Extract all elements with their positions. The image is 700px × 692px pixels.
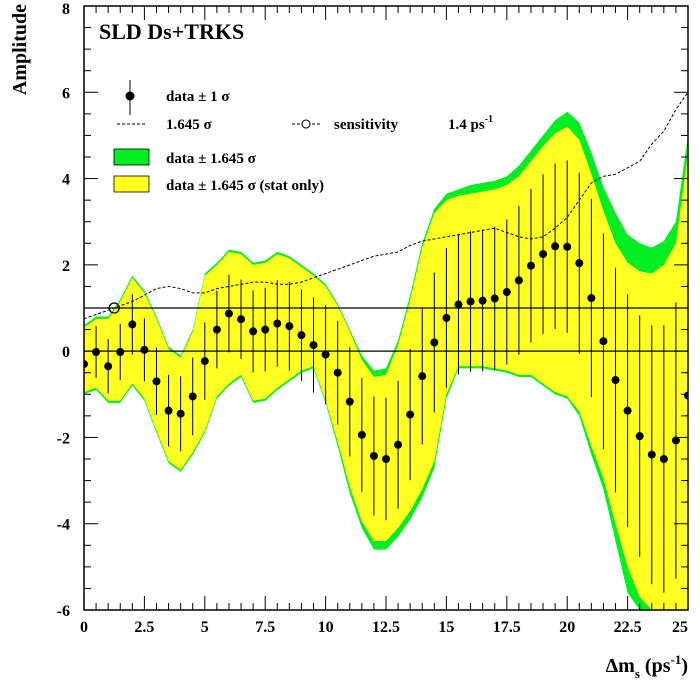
band-1645-sigma-stat-only bbox=[84, 126, 688, 610]
data-point bbox=[635, 432, 644, 441]
x-tick-label: 15 bbox=[438, 619, 454, 636]
data-point bbox=[551, 242, 560, 251]
legend-data-label: data ± 1 σ bbox=[166, 89, 230, 105]
x-tick-label: 0 bbox=[80, 619, 88, 636]
data-point bbox=[104, 362, 113, 371]
data-point bbox=[659, 455, 668, 463]
x-tick-label: 17.5 bbox=[493, 619, 521, 636]
chart-title: SLD Ds+TRKS bbox=[99, 19, 244, 44]
data-point bbox=[249, 327, 258, 336]
legend: data ± 1 σ 1.645 σ sensitivity 1.4 ps-1 … bbox=[113, 80, 493, 194]
x-tick-label: 2.5 bbox=[134, 619, 154, 636]
y-tick-label: 8 bbox=[62, 1, 70, 18]
data-point bbox=[212, 325, 221, 334]
data-point bbox=[200, 357, 209, 366]
data-point bbox=[466, 297, 475, 306]
data-point bbox=[369, 451, 378, 460]
y-tick-label: -4 bbox=[57, 517, 70, 534]
data-point bbox=[188, 392, 197, 401]
data-point bbox=[128, 320, 137, 329]
x-axis-label: Δms (ps-1) bbox=[606, 652, 688, 681]
data-point bbox=[611, 376, 620, 385]
data-point bbox=[539, 250, 548, 259]
x-tick-label: 7.5 bbox=[255, 619, 275, 636]
data-point bbox=[382, 455, 390, 463]
data-point bbox=[430, 338, 439, 347]
data-point bbox=[671, 436, 680, 445]
data-point bbox=[140, 345, 149, 354]
data-point bbox=[309, 341, 318, 350]
data-point bbox=[176, 409, 185, 418]
x-tick-label: 5 bbox=[201, 619, 209, 636]
data-point bbox=[587, 294, 596, 303]
data-point bbox=[502, 288, 511, 297]
data-point bbox=[237, 315, 246, 324]
data-point bbox=[345, 397, 354, 406]
legend-sensitivity-label: sensitivity bbox=[334, 117, 399, 133]
data-point bbox=[273, 319, 282, 328]
data-point bbox=[224, 309, 233, 318]
data-points bbox=[84, 242, 688, 463]
data-point bbox=[261, 325, 270, 334]
legend-band-total-swatch bbox=[113, 148, 150, 166]
x-tick-label: 25 bbox=[672, 619, 688, 636]
legend-line-label: 1.645 σ bbox=[166, 117, 213, 133]
y-tick-label: 0 bbox=[62, 344, 70, 361]
x-tick-label: 10 bbox=[318, 619, 334, 636]
legend-band-stat-swatch bbox=[113, 175, 150, 193]
y-tick-label: -6 bbox=[57, 603, 70, 620]
data-point bbox=[526, 261, 535, 270]
y-tick-label: 4 bbox=[62, 172, 70, 189]
data-point bbox=[164, 406, 173, 415]
data-point bbox=[357, 430, 366, 439]
data-point bbox=[152, 377, 161, 386]
sensitivity-curve bbox=[84, 92, 688, 320]
data-point bbox=[92, 348, 101, 357]
data-point bbox=[478, 296, 487, 305]
sensitivity-marker bbox=[108, 302, 120, 314]
data-point bbox=[623, 406, 632, 415]
data-point bbox=[84, 360, 88, 369]
data-point bbox=[454, 300, 463, 309]
y-tick-label: 2 bbox=[62, 258, 70, 275]
legend-sensitivity-value: 1.4 ps-1 bbox=[448, 114, 493, 133]
data-point bbox=[563, 242, 572, 251]
data-point bbox=[647, 450, 656, 459]
data-point bbox=[575, 259, 584, 268]
data-point bbox=[394, 440, 403, 449]
x-tick-label: 20 bbox=[559, 619, 575, 636]
y-axis-label: Amplitude bbox=[9, 4, 31, 95]
data-point bbox=[297, 331, 306, 340]
data-point bbox=[514, 276, 523, 285]
data-point bbox=[116, 348, 125, 357]
legend-data-point bbox=[125, 91, 135, 101]
x-axis-ticks: 0 2.5 5 7.5 10 12.5 15 17.5 20 22.5 25 bbox=[80, 6, 689, 636]
legend-band-stat-label: data ± 1.645 σ (stat only) bbox=[166, 178, 324, 194]
data-point bbox=[406, 410, 415, 419]
data-point bbox=[333, 368, 342, 377]
data-point bbox=[418, 372, 427, 381]
data-point bbox=[285, 322, 294, 331]
y-tick-label: 6 bbox=[62, 85, 70, 102]
y-tick-label: -2 bbox=[57, 430, 70, 447]
data-point bbox=[684, 391, 688, 400]
data-point bbox=[490, 294, 499, 303]
x-tick-label: 22.5 bbox=[614, 619, 642, 636]
data-point bbox=[442, 313, 451, 322]
x-tick-label: 12.5 bbox=[372, 619, 400, 636]
legend-sensitivity-marker bbox=[301, 119, 311, 129]
data-point bbox=[599, 337, 608, 346]
legend-band-total-label: data ± 1.645 σ bbox=[166, 151, 257, 167]
data-point bbox=[321, 350, 330, 359]
y-axis-ticks: -6 -4 -2 0 2 4 6 8 bbox=[57, 1, 688, 620]
